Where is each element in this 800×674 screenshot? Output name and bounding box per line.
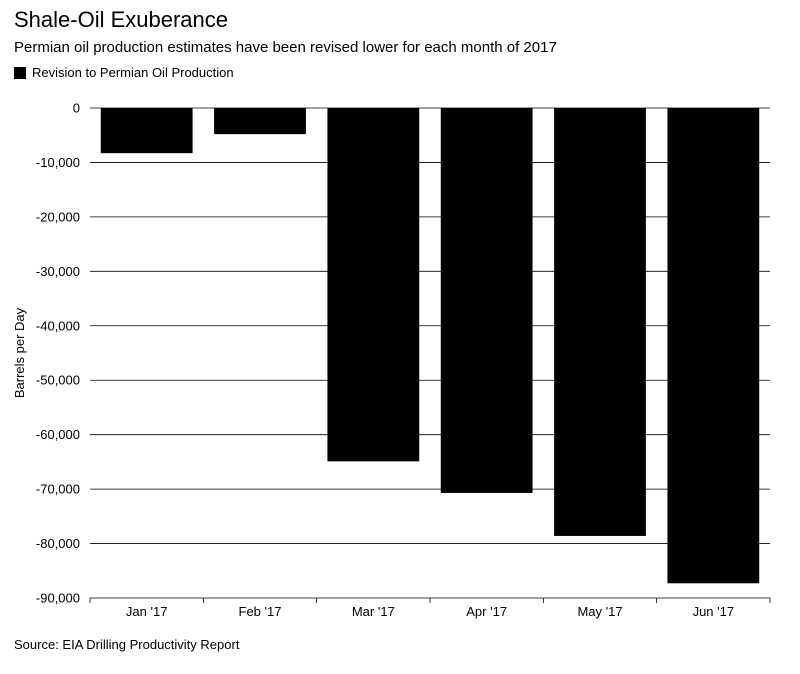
legend-label: Revision to Permian Oil Production [32,65,234,80]
y-tick-label: -50,000 [36,373,80,388]
x-tick-label: Jun '17 [693,604,735,619]
source-note: Source: EIA Drilling Productivity Report [14,637,240,652]
chart-title: Shale-Oil Exuberance [14,7,229,32]
y-tick-label: -40,000 [36,318,80,333]
bar [214,108,306,135]
bar [440,108,533,493]
y-tick-label: -90,000 [36,591,80,606]
y-tick-label: 0 [73,101,80,116]
x-tick-label: Feb '17 [239,604,282,619]
legend-swatch [14,67,26,79]
bar [554,108,646,536]
y-tick-label: -60,000 [36,427,80,442]
bar [327,108,420,462]
bar [100,108,193,154]
y-tick-label: -80,000 [36,536,80,551]
x-tick-label: Mar '17 [352,604,395,619]
chart-subtitle: Permian oil production estimates have be… [14,39,557,56]
x-tick-label: May '17 [577,604,622,619]
y-tick-label: -20,000 [36,209,80,224]
legend: Revision to Permian Oil Production [14,64,234,82]
y-tick-label: -70,000 [36,482,80,497]
bar [667,108,760,584]
y-tick-label: -10,000 [36,155,80,170]
y-axis-label: Barrels per Day [12,307,27,398]
y-tick-label: -30,000 [36,264,80,279]
x-tick-label: Apr '17 [466,604,507,619]
x-tick-label: Jan '17 [126,604,168,619]
